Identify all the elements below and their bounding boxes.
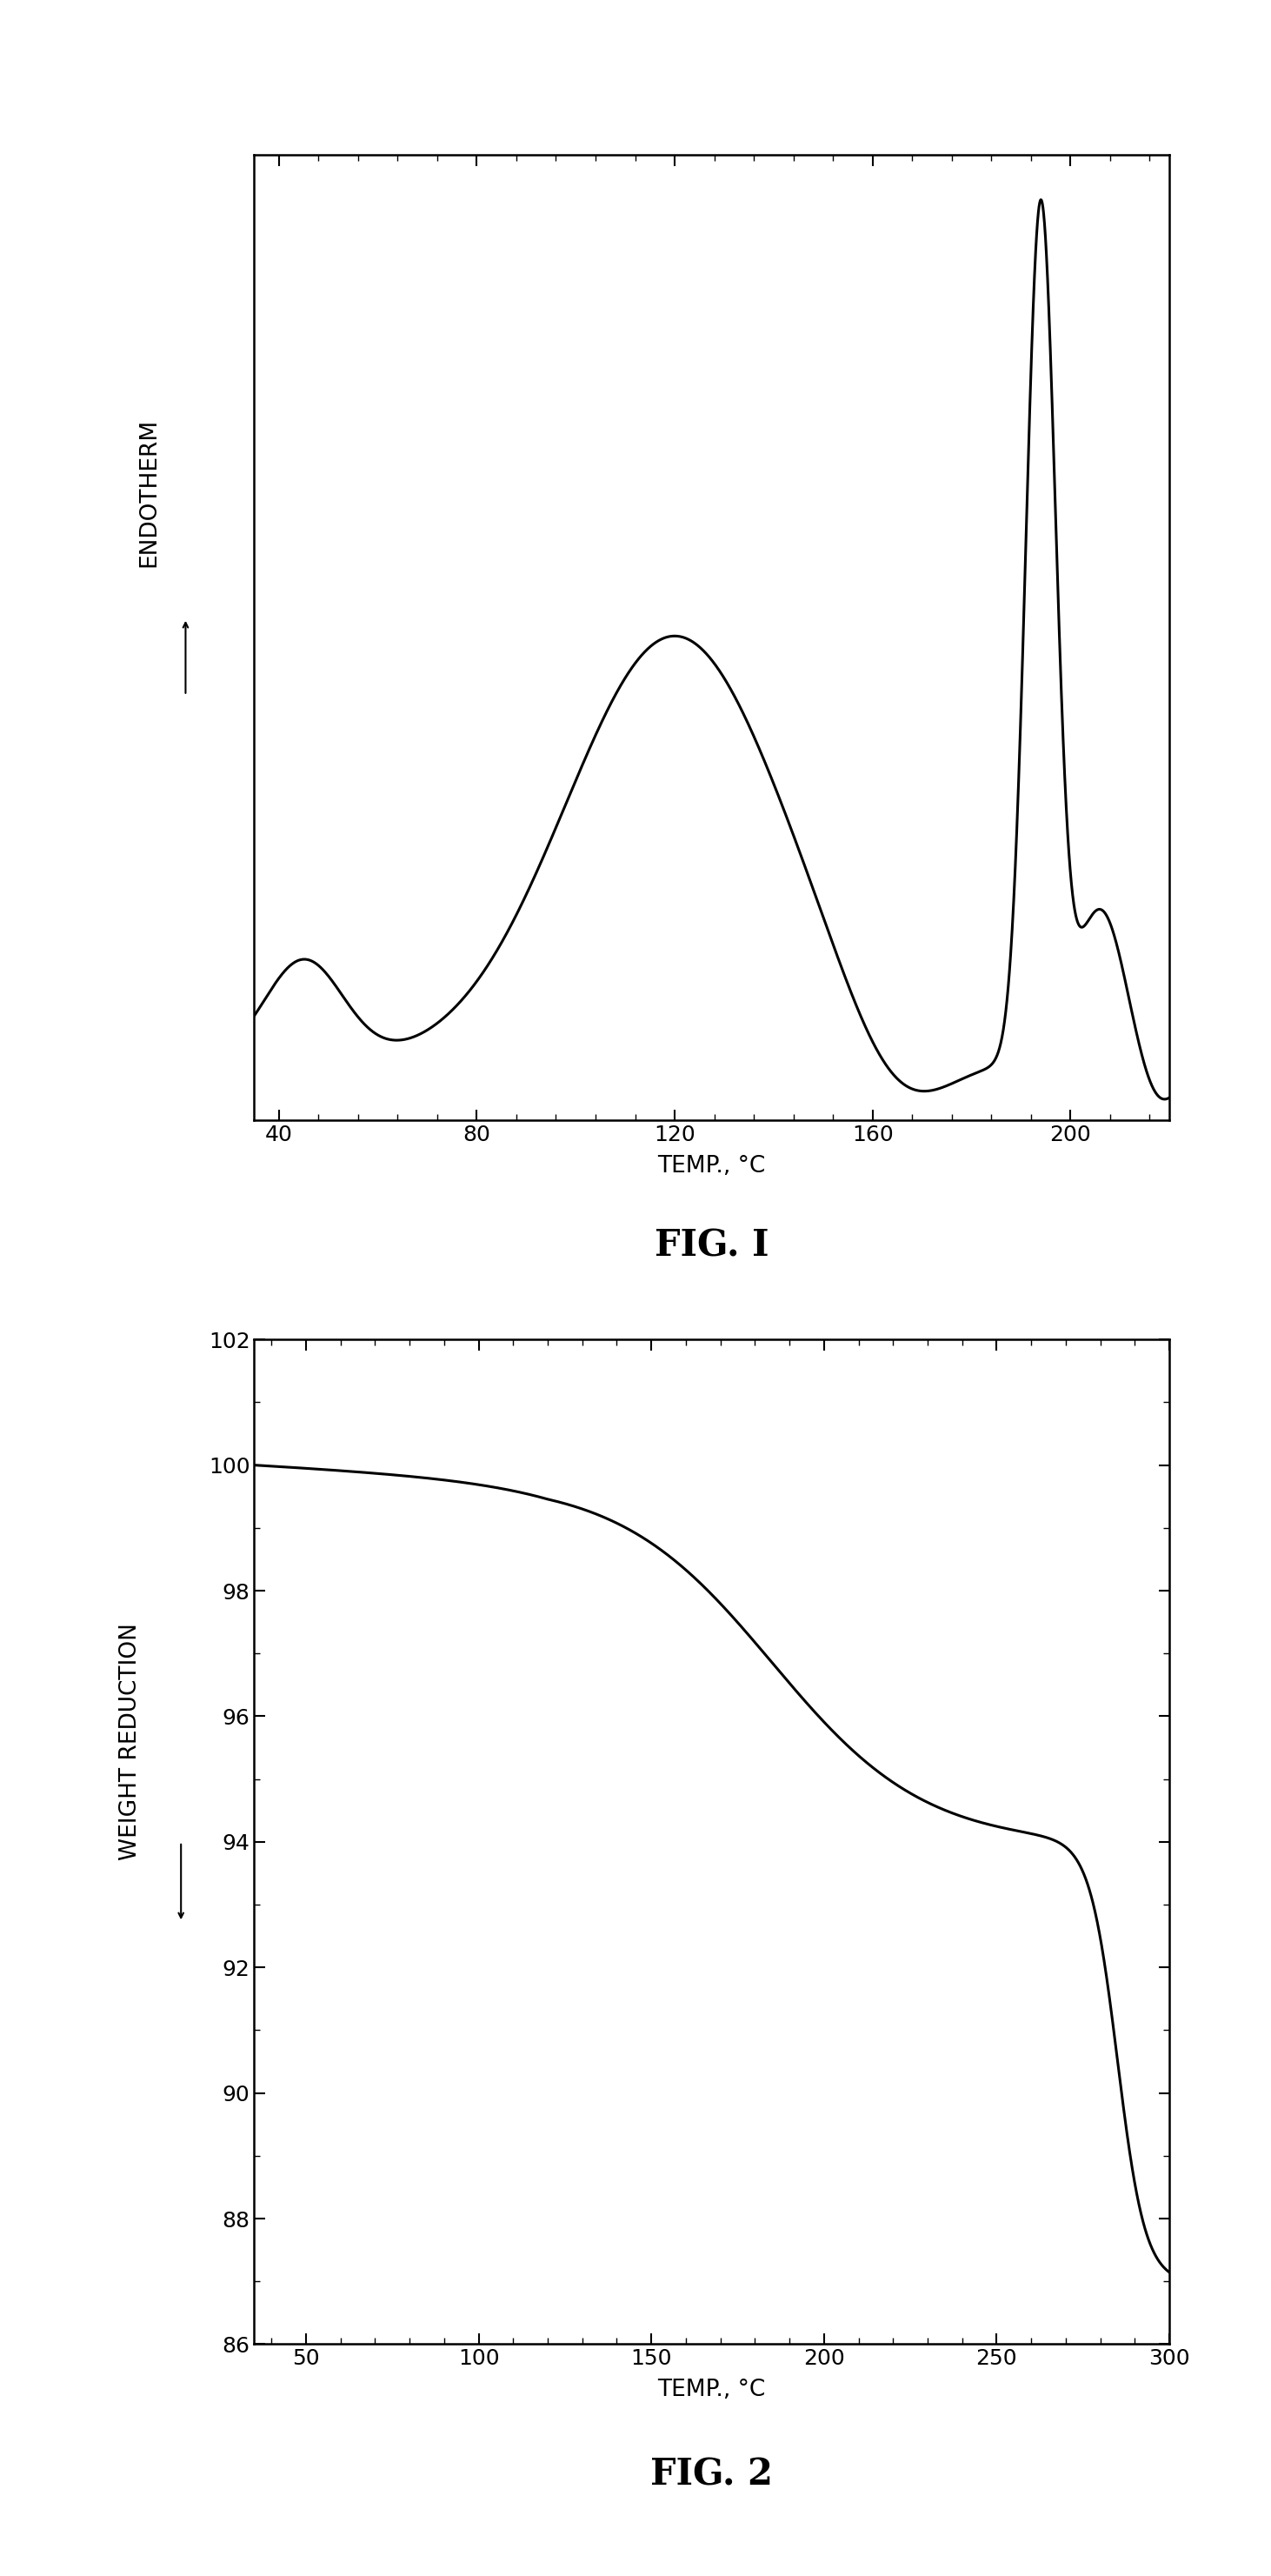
X-axis label: TEMP., °C: TEMP., °C xyxy=(658,2378,765,2401)
Text: FIG. I: FIG. I xyxy=(655,1229,769,1265)
Text: FIG. 2: FIG. 2 xyxy=(651,2458,773,2494)
Text: WEIGHT REDUCTION: WEIGHT REDUCTION xyxy=(119,1623,142,1860)
Text: ENDOTHERM: ENDOTHERM xyxy=(137,417,160,567)
X-axis label: TEMP., °C: TEMP., °C xyxy=(658,1154,765,1177)
